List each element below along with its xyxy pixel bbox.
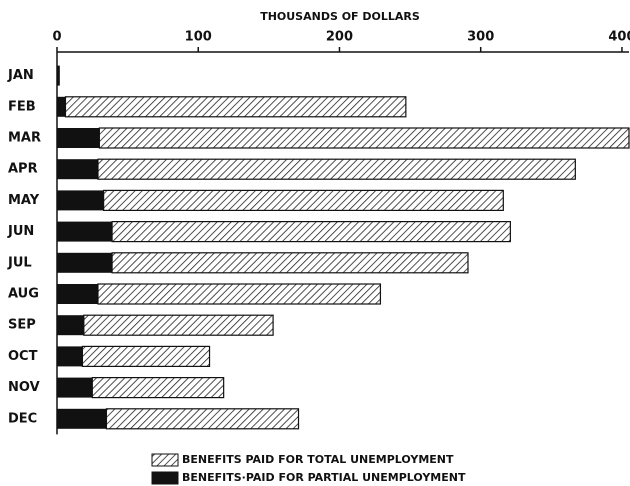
bar-segment — [105, 408, 300, 430]
y-tick-label: JAN — [7, 68, 34, 83]
bar-segment — [103, 189, 504, 211]
bar-segment — [57, 190, 104, 211]
x-tick-label: 200 — [326, 30, 353, 45]
bar-segment — [97, 283, 382, 305]
bar-segment — [98, 127, 630, 149]
x-tick-label: 400 — [608, 30, 630, 45]
x-tick-label: 300 — [467, 30, 494, 45]
y-tick-label: FEB — [8, 99, 36, 114]
y-tick-label: MAY — [8, 193, 40, 208]
bar-segment — [57, 65, 60, 86]
bar-segment — [64, 96, 407, 118]
bar-segment — [83, 314, 274, 336]
bar-segment — [57, 252, 113, 273]
legend-swatch — [151, 453, 179, 467]
bar-segment — [57, 346, 83, 367]
bar-segment — [81, 345, 211, 367]
bar-segment — [57, 128, 100, 148]
legend-label: BENEFITS·PAID FOR PARTIAL UNEMPLOYMENT — [182, 471, 466, 484]
chart-title: THOUSANDS OF DOLLARS — [260, 10, 420, 23]
bar-segment — [57, 96, 66, 117]
y-tick-label: MAR — [8, 131, 41, 146]
y-tick-label: NOV — [8, 380, 40, 395]
x-tick-label: 100 — [185, 30, 212, 45]
legend-label: BENEFITS PAID FOR TOTAL UNEMPLOYMENT — [182, 453, 454, 466]
bar-segment — [57, 159, 98, 180]
y-tick-label: JUL — [7, 255, 32, 270]
bar-segment — [91, 377, 225, 399]
bar-segment — [57, 315, 84, 336]
bar-segment — [57, 377, 93, 398]
y-tick-label: DEC — [8, 411, 37, 426]
bar-segment — [111, 221, 511, 243]
y-tick-label: OCT — [8, 349, 38, 364]
y-tick-label: AUG — [8, 287, 39, 302]
y-tick-label: SEP — [8, 318, 36, 333]
y-tick-label: JUN — [7, 224, 34, 239]
bar-segment — [111, 252, 469, 274]
bar-segment — [57, 221, 113, 242]
bar-segment — [97, 158, 576, 180]
bar-segment — [57, 284, 98, 304]
legend-swatch — [151, 471, 179, 485]
bar-segment — [57, 408, 107, 429]
x-tick-label: 0 — [52, 30, 61, 45]
y-tick-label: APR — [8, 162, 38, 177]
